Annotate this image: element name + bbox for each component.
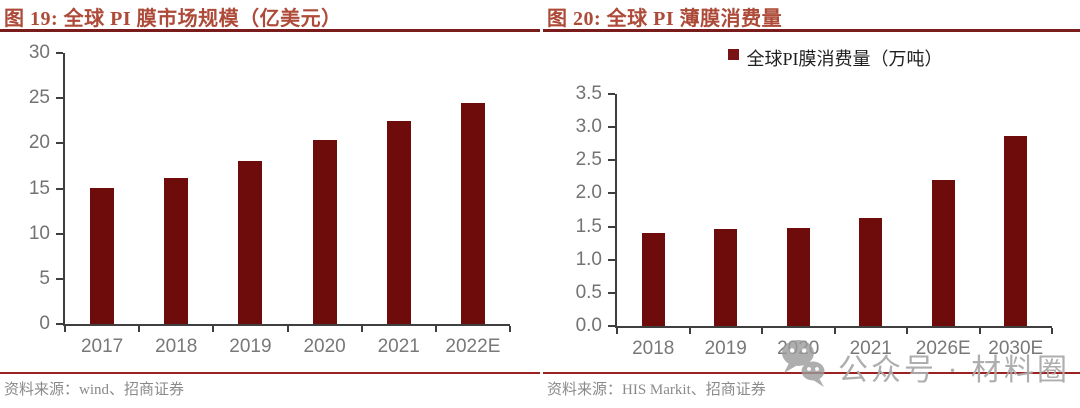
x-axis-line	[63, 324, 510, 326]
bar	[238, 161, 263, 324]
y-axis-label: 0.0	[575, 315, 602, 336]
x-axis-tick	[360, 326, 363, 332]
y-axis-label: 2.0	[575, 182, 602, 204]
y-axis-tick	[608, 258, 615, 261]
y-axis-tick	[56, 97, 63, 100]
x-axis-tick	[833, 328, 836, 334]
y-axis-label: 3.0	[575, 116, 602, 138]
y-axis-tick	[608, 192, 615, 195]
title-divider	[543, 29, 1080, 32]
x-axis-tick	[616, 328, 618, 334]
chart-panel-consumption: 图 20: 全球 PI 薄膜消费量 全球PI膜消费量（万吨） 0.0 0.5 1.0…	[543, 0, 1080, 408]
x-axis-tick	[138, 326, 141, 332]
chart-title: 图 19: 全球 PI 膜市场规模（亿美元）	[4, 8, 342, 30]
y-axis-label: 0.5	[575, 281, 602, 303]
source-note: 资料来源：wind、招商证券	[4, 382, 185, 398]
x-axis-tick	[286, 326, 289, 332]
x-axis-label: 2019	[704, 338, 747, 359]
bar	[931, 179, 955, 326]
y-axis-label: 0	[39, 313, 50, 334]
x-axis-tick	[509, 326, 511, 332]
x-axis-label: 2026E	[915, 338, 971, 359]
legend-label: 全球PI膜消费量（万吨）	[746, 49, 943, 69]
x-axis-tick	[64, 326, 66, 332]
y-axis-label: 10	[28, 222, 50, 244]
y-axis-tick	[608, 159, 615, 162]
x-axis-label: 2022E	[445, 336, 501, 357]
x-axis-label: 2030E	[988, 338, 1044, 359]
x-axis-tick	[906, 328, 908, 334]
x-axis-tick	[688, 328, 691, 334]
y-axis-tick	[56, 323, 63, 325]
x-axis-tick	[761, 328, 763, 334]
y-axis-tick	[56, 232, 63, 235]
x-axis-tick	[212, 326, 215, 332]
chart-title: 图 20: 全球 PI 薄膜消费量	[547, 8, 783, 30]
x-axis-label: 2020	[303, 336, 346, 357]
y-axis-tick	[608, 325, 615, 327]
y-axis-label: 3.5	[575, 83, 602, 104]
x-axis-label: 2020	[777, 338, 820, 359]
x-axis-tick	[978, 328, 981, 334]
y-axis-tick	[608, 126, 615, 129]
x-axis-label: 2018	[155, 336, 198, 357]
x-axis-label: 2019	[229, 336, 272, 357]
bar	[786, 227, 810, 326]
bar	[641, 233, 665, 326]
y-axis-tick	[56, 187, 63, 190]
x-axis-tick	[434, 326, 437, 332]
x-axis-label: 2021	[377, 336, 420, 357]
x-axis-label: 2017	[80, 336, 124, 357]
bar	[164, 177, 189, 324]
bar	[90, 187, 115, 324]
y-axis-tick	[608, 225, 615, 228]
bar	[460, 102, 485, 324]
y-axis-label: 1.5	[575, 215, 602, 237]
y-axis-label: 20	[28, 132, 50, 154]
source-divider	[0, 372, 540, 374]
y-axis-label: 15	[28, 177, 50, 199]
bar	[1004, 135, 1028, 326]
source-divider	[543, 372, 1080, 374]
legend-swatch	[728, 49, 740, 60]
title-divider	[0, 29, 540, 32]
chart-legend: 全球PI膜消费量（万吨）	[543, 45, 1080, 71]
y-axis-label: 25	[28, 87, 50, 109]
y-axis-line	[63, 53, 65, 326]
y-axis-tick	[56, 52, 63, 54]
y-axis-tick	[608, 291, 615, 294]
y-axis-label: 2.5	[575, 149, 602, 171]
x-axis-line	[615, 326, 1052, 328]
y-axis-line	[615, 94, 617, 328]
y-axis-label: 5	[39, 267, 50, 289]
bar-chart-consumption: 0.0 0.5 1.0 1.5 2.0 2.5 3.0 3.5 2018 2019 2020 2021…	[543, 0, 1080, 408]
y-axis-label: 30	[28, 42, 50, 63]
bar	[859, 217, 883, 326]
x-axis-label: 2018	[632, 338, 675, 359]
x-axis-tick	[1051, 328, 1053, 334]
chart-panel-market-size: 图 19: 全球 PI 膜市场规模（亿美元） 0 5 10 15 20 25 30 2017 2…	[0, 8, 540, 398]
bar	[312, 139, 337, 324]
bar	[386, 120, 411, 324]
source-note: 资料来源：HIS Markit、招商证券	[547, 382, 766, 398]
y-axis-label: 1.0	[575, 248, 602, 270]
y-axis-tick	[608, 93, 615, 95]
bar-chart-market-size: 0 5 10 15 20 25 30 2017 2018 2019 2020 2021 2022E	[28, 42, 511, 357]
y-axis-tick	[56, 277, 63, 280]
x-axis-label: 2021	[849, 338, 892, 359]
bar	[714, 229, 738, 326]
y-axis-tick	[56, 142, 63, 145]
